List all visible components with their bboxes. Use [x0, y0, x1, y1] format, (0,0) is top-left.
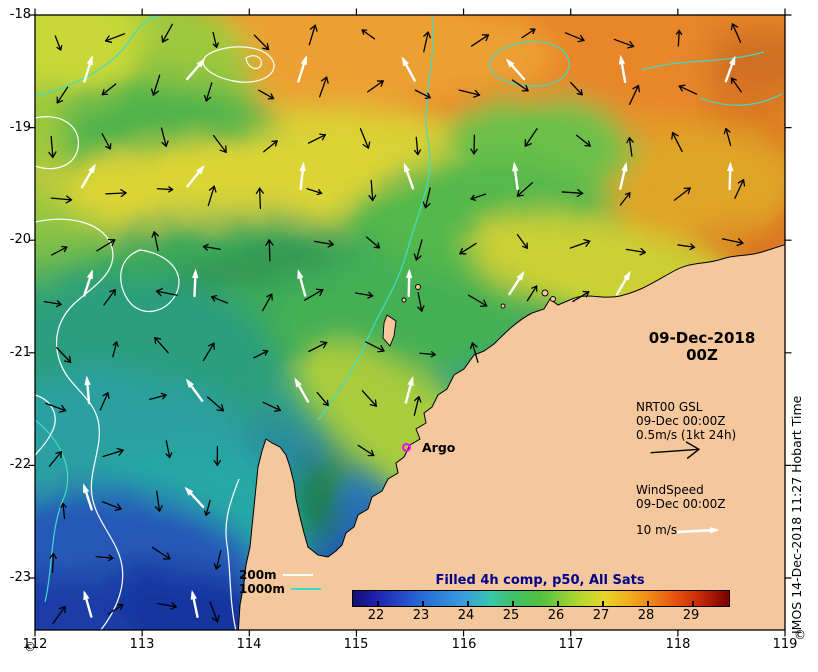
colorbar-tick-label: 23 [412, 608, 430, 623]
gsl-legend: NRT00 GSL 09-Dec 00:00Z 0.5m/s (1kt 24h) [636, 400, 736, 442]
x-tick-label: 118 [665, 637, 691, 652]
colorbar-tick-mark [512, 601, 514, 606]
x-tick-label: 117 [558, 637, 584, 652]
y-tick-label: -19 [9, 120, 31, 135]
colorbar-tick-mark [602, 601, 604, 606]
date-label: 09-Dec-2018 [648, 329, 756, 347]
colorbar-tick-label: 29 [682, 608, 700, 623]
bathymetry-contours-1000m [35, 15, 783, 603]
y-tick-label: -20 [9, 232, 31, 247]
time-label: 00Z [686, 346, 718, 364]
colorbar-tick-label: 25 [502, 608, 520, 623]
contour-legend-1000m: 1000m [239, 582, 321, 596]
map-frame [34, 14, 786, 631]
x-tick-label: 112 [22, 637, 48, 652]
colorbar-tick-mark [557, 601, 559, 606]
copyright-symbol: © [794, 628, 806, 642]
colorbar-tick-label: 24 [457, 608, 475, 623]
gsl-legend-datetime: 09-Dec 00:00Z [636, 414, 726, 428]
islands [382, 284, 556, 347]
copyright-symbol: © [24, 640, 36, 654]
date-annotation: 09-Dec-2018 00Z [636, 330, 768, 364]
x-tick-label: 119 [772, 637, 798, 652]
contour-1000m-label: 1000m [239, 582, 285, 596]
x-tick-label: 114 [236, 637, 262, 652]
colorbar [352, 590, 730, 607]
gsl-legend-name: NRT00 GSL [636, 400, 703, 414]
land-mass [237, 244, 785, 630]
contour-1000m-line-icon [290, 588, 321, 590]
argo-marker-icon [402, 443, 411, 452]
x-tick-label: 113 [129, 637, 155, 652]
argo-label: Argo [422, 440, 456, 455]
y-tick-label: -23 [9, 570, 31, 585]
wind-legend-scale: 10 m/s [636, 523, 678, 537]
axis-ticks [28, 8, 792, 637]
colorbar-tick-label: 27 [592, 608, 610, 623]
x-tick-label: 116 [451, 637, 477, 652]
wind-legend: WindSpeed 09-Dec 00:00Z [636, 483, 725, 511]
colorbar-tick-mark [422, 601, 424, 606]
y-tick-label: -18 [9, 7, 31, 22]
colorbar-tick-mark [377, 601, 379, 606]
gsl-legend-scale: 0.5m/s (1kt 24h) [636, 428, 737, 442]
bathymetry-contours-200m [35, 46, 275, 630]
wind-legend-name: WindSpeed [636, 483, 704, 497]
colorbar-tick-mark [647, 601, 649, 606]
contour-legend-200m: 200m [239, 568, 313, 582]
vector-arrows-layer [43, 23, 746, 625]
colorbar-tick-label: 28 [637, 608, 655, 623]
colorbar-tick-label: 26 [547, 608, 565, 623]
contour-200m-line-icon [282, 574, 313, 576]
wind-legend-datetime: 09-Dec 00:00Z [636, 497, 726, 511]
colorbar-tick-label: 22 [367, 608, 385, 623]
colorbar-title: Filled 4h comp, p50, All Sats [435, 573, 645, 588]
y-tick-label: -21 [9, 345, 31, 360]
x-tick-label: 115 [343, 637, 369, 652]
side-watermark: IMOS 14-Dec-2018 11:27 Hobart Time [789, 395, 804, 634]
contour-200m-label: 200m [239, 568, 277, 582]
colorbar-tick-mark [467, 601, 469, 606]
colorbar-tick-mark [692, 601, 694, 606]
y-tick-label: -22 [9, 457, 31, 472]
